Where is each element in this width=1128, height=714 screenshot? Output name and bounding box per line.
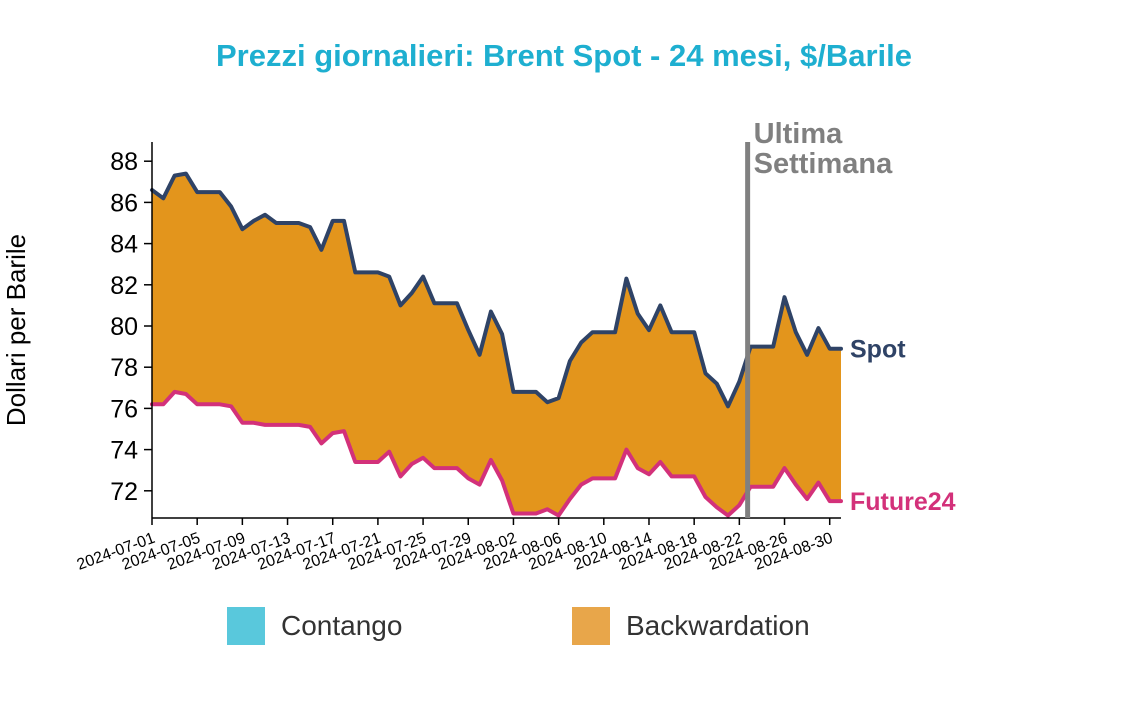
y-tick-label: 72 <box>110 478 138 506</box>
plot-area: Spot Future24 72 74 76 78 80 82 84 86 88 Dollari pe… <box>1 118 956 574</box>
legend-swatch-contango <box>227 607 265 645</box>
series-line-future24 <box>150 389 843 518</box>
y-tick-label: 84 <box>110 231 138 259</box>
y-tick-label: 86 <box>110 189 138 217</box>
legend-label-backwardation: Backwardation <box>626 610 810 641</box>
y-tick-label: 78 <box>110 354 138 382</box>
legend-item-contango: Contango <box>227 607 402 645</box>
y-axis-title: Dollari per Barile <box>1 234 31 426</box>
series-label-future24: Future24 <box>850 488 956 516</box>
legend-label-contango: Contango <box>281 610 403 641</box>
y-tick-label: 88 <box>110 148 138 176</box>
annotation-label-line1: Ultima <box>754 118 844 150</box>
y-tick-label: 80 <box>110 313 138 341</box>
chart-title: Prezzi giornalieri: Brent Spot - 24 mesi… <box>216 38 912 73</box>
backwardation-area <box>152 173 841 516</box>
y-tick-label: 76 <box>110 395 138 423</box>
series-line-spot <box>150 171 843 409</box>
legend-swatch-backwardation <box>572 607 610 645</box>
annotation-label-line2: Settimana <box>754 148 893 180</box>
series-label-spot: Spot <box>850 336 906 364</box>
y-tick-label: 74 <box>110 437 138 465</box>
y-tick-label: 82 <box>110 272 138 300</box>
legend-item-backwardation: Backwardation <box>572 607 810 645</box>
